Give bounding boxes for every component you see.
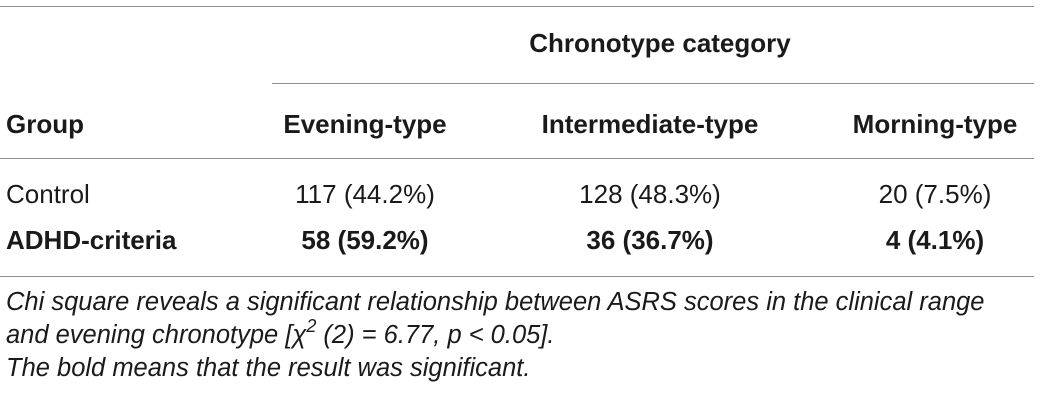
table-bottom-rule <box>0 276 1034 277</box>
cell-morning: 20 (7.5%) <box>878 179 992 209</box>
column-header-intermediate: Intermediate-type <box>541 109 759 139</box>
footnote-bold-explanation: The bold means that the result was signi… <box>6 354 531 382</box>
footnote-text: Chi square reveals a significant relatio… <box>6 288 985 349</box>
cell-intermediate: 36 (36.7%) <box>586 225 714 255</box>
cell-evening: 58 (59.2%) <box>301 225 429 255</box>
footnote-text-end: (2) = 6.77, p < 0.05]. <box>316 321 555 349</box>
table-footnote: Chi square reveals a significant relatio… <box>6 286 1034 385</box>
cell-intermediate: 128 (48.3%) <box>579 179 721 209</box>
header-bottom-rule <box>0 158 1034 159</box>
group-column-header: Group <box>6 109 84 139</box>
footnote-statistic: Chi square reveals a significant relatio… <box>6 286 1034 352</box>
row-group-label: Control <box>6 179 90 209</box>
column-header-evening: Evening-type <box>283 109 447 139</box>
spanner-rule <box>272 83 1034 84</box>
cell-evening: 117 (44.2%) <box>295 179 435 209</box>
chi-square-superscript: 2 <box>306 315 317 336</box>
chronotype-spanner-header: Chronotype category <box>529 28 791 58</box>
row-group-label: ADHD-criteria <box>6 225 177 255</box>
column-header-morning: Morning-type <box>852 109 1018 139</box>
table-top-rule <box>0 6 1034 7</box>
cell-morning: 4 (4.1%) <box>885 225 985 255</box>
